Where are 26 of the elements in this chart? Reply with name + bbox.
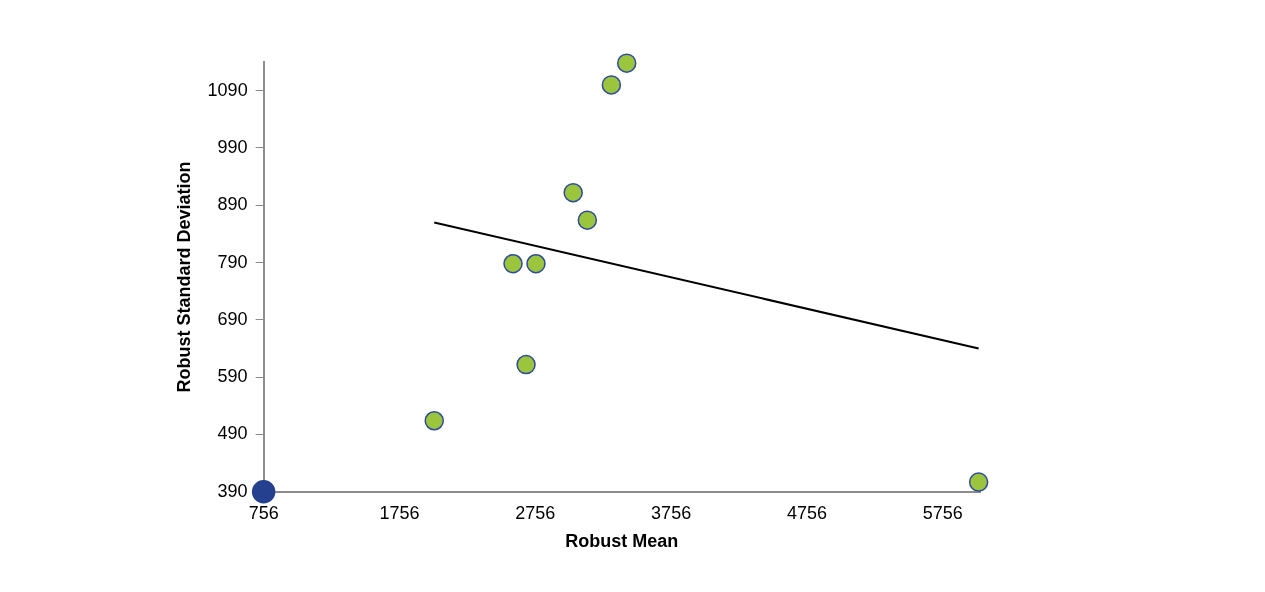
y-tick-label: 390 xyxy=(217,480,248,501)
point xyxy=(563,182,583,203)
x-tick-label: 2756 xyxy=(515,502,556,523)
y-axis-title: Robust Standard Deviation xyxy=(173,161,194,393)
y-tick-label: 490 xyxy=(217,423,248,444)
y-tick-label: 990 xyxy=(217,136,248,157)
x-tick-label: 3756 xyxy=(651,502,692,523)
y-tick-label: 790 xyxy=(217,251,248,272)
point xyxy=(503,253,523,274)
y-tick-label: 1090 xyxy=(207,79,248,100)
point xyxy=(577,210,598,230)
point xyxy=(251,480,276,504)
y-tick-label: 890 xyxy=(217,194,248,215)
x-tick-label: 1756 xyxy=(379,502,420,523)
y-tick-label: 590 xyxy=(217,366,248,387)
x-tick-label: 5756 xyxy=(922,502,963,523)
point xyxy=(516,354,536,375)
y-tick-label: 690 xyxy=(217,308,248,329)
x-tick-label: 4756 xyxy=(786,502,827,523)
x-tick-label: 756 xyxy=(248,502,279,523)
point xyxy=(616,53,637,73)
point xyxy=(526,253,546,274)
point xyxy=(424,410,444,431)
point xyxy=(601,75,622,95)
x-axis-title: Robust Mean xyxy=(565,531,679,552)
point xyxy=(968,472,989,492)
